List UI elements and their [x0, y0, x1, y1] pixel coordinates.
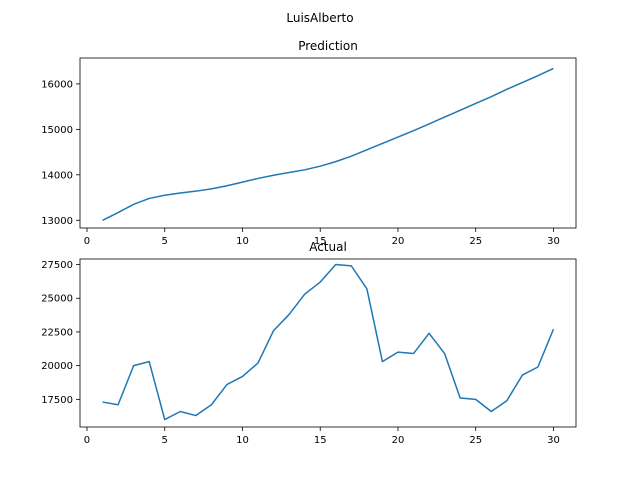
x-tick-label: 10: [236, 435, 249, 446]
axes-frame: [79, 57, 577, 229]
y-tick-label: 14000: [41, 170, 73, 181]
y-tick-label: 17500: [41, 395, 73, 406]
x-tick-label: 30: [547, 236, 560, 247]
x-tick-label: 25: [469, 435, 482, 446]
y-tick-label: 27500: [41, 260, 73, 271]
x-tick-label: 5: [162, 236, 168, 247]
axes-frame: [79, 258, 577, 428]
subplot-actual: Actual 0 5 10 15 20 25 30 17500 20000 22500 25000 27…: [41, 240, 577, 446]
x-tick-label: 0: [84, 435, 90, 446]
figure-suptitle: LuisAlberto: [286, 11, 353, 25]
x-tick-label: 20: [392, 435, 405, 446]
y-tick-label: 22500: [41, 327, 73, 338]
x-tick-label: 10: [236, 236, 249, 247]
y-tick-label: 13000: [41, 216, 73, 227]
series-line: [102, 67, 554, 221]
x-tick-label: 25: [469, 236, 482, 247]
x-tick-label: 15: [314, 435, 327, 446]
x-tick-label: 30: [547, 435, 560, 446]
y-tick-label: 25000: [41, 294, 73, 305]
series-line: [102, 263, 555, 421]
subplot-title: Actual: [309, 240, 347, 254]
subplot-prediction: Prediction 0 5 10 15 20 25 30 13000 14000 15000 160…: [41, 39, 577, 247]
x-tick-label: 5: [162, 435, 168, 446]
y-tick-label: 15000: [41, 125, 73, 136]
x-tick-label: 0: [84, 236, 90, 247]
y-tick-label: 16000: [41, 79, 73, 90]
subplot-title: Prediction: [298, 39, 358, 53]
y-tick-label: 20000: [41, 361, 73, 372]
x-tick-label: 20: [392, 236, 405, 247]
x-tick-label: 15: [314, 236, 327, 247]
